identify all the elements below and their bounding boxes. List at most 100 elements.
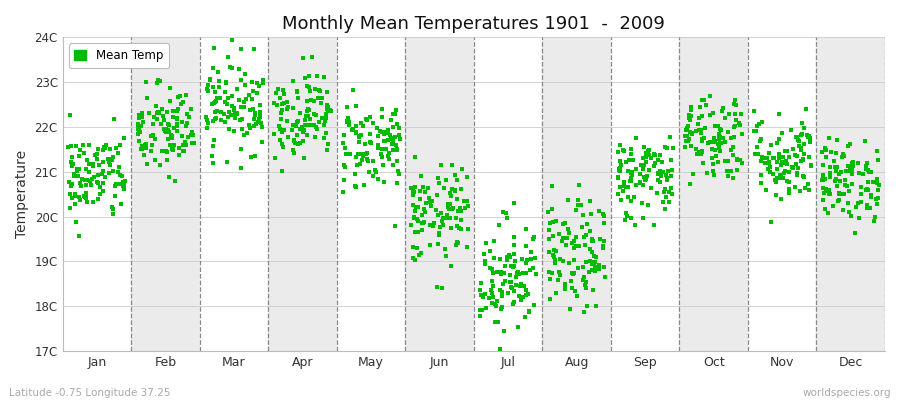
Point [436,215,451,222]
Point [860,202,874,208]
Point [352,139,366,145]
Point [508,356,522,362]
Point [364,139,378,146]
Point [415,220,429,226]
Point [219,80,233,86]
Point [230,86,245,92]
Point [230,110,244,117]
Point [163,142,177,148]
Point [160,126,175,133]
Point [496,209,510,215]
Point [224,36,238,43]
Point [658,206,672,212]
Point [390,121,404,127]
Bar [816,37,885,351]
Point [384,136,399,142]
Point [495,292,509,298]
Point [409,229,423,235]
Point [747,151,761,157]
Point [131,128,146,134]
Point [178,91,193,98]
Point [544,183,559,189]
Point [846,159,860,165]
Point [454,208,468,214]
Point [562,260,577,266]
Point [508,251,522,258]
Point [815,172,830,179]
Point [869,196,884,202]
Point [375,129,390,136]
Point [579,278,593,285]
Point [524,249,538,255]
Point [819,147,833,154]
Point [610,190,625,197]
Point [584,211,598,217]
Point [828,164,842,170]
Bar [337,37,405,351]
Point [762,169,777,176]
Point [663,156,678,163]
Bar [405,37,473,351]
Point [442,206,456,212]
Point [507,263,521,269]
Point [227,105,241,111]
Point [103,156,117,162]
Point [202,76,217,82]
Point [703,138,717,145]
Point [206,118,220,125]
Point [291,141,305,147]
Point [163,84,177,91]
Point [729,117,743,123]
Point [856,170,870,177]
Point [624,170,638,176]
Point [610,174,625,181]
Point [72,152,86,159]
Point [790,153,805,159]
Point [423,198,437,205]
Point [724,135,738,141]
Point [628,166,643,173]
Point [315,95,329,102]
Point [665,191,680,198]
Point [796,141,811,147]
Point [484,300,499,306]
Point [818,206,832,212]
Point [842,163,856,169]
Point [67,173,81,180]
Point [434,210,448,216]
Point [837,153,851,159]
Point [444,192,458,199]
Point [388,111,402,117]
Point [504,284,518,290]
Point [555,258,570,264]
Point [792,143,806,149]
Point [716,104,731,111]
Point [613,158,627,164]
Point [320,108,335,114]
Point [209,115,223,122]
Point [652,170,666,177]
Point [491,319,505,326]
Point [320,88,334,95]
Point [145,142,159,148]
Point [713,140,727,147]
Point [817,190,832,196]
Point [624,151,638,157]
Point [842,188,856,194]
Point [637,174,652,180]
Point [727,134,742,140]
Point [321,141,336,147]
Point [375,114,390,120]
Point [860,162,874,169]
Point [771,111,786,117]
Point [80,198,94,205]
Point [281,134,295,141]
Point [750,122,764,129]
Point [522,308,536,314]
Point [514,281,528,287]
Point [309,124,323,130]
Point [487,255,501,261]
Point [558,283,572,289]
Point [707,123,722,130]
Point [117,181,131,188]
